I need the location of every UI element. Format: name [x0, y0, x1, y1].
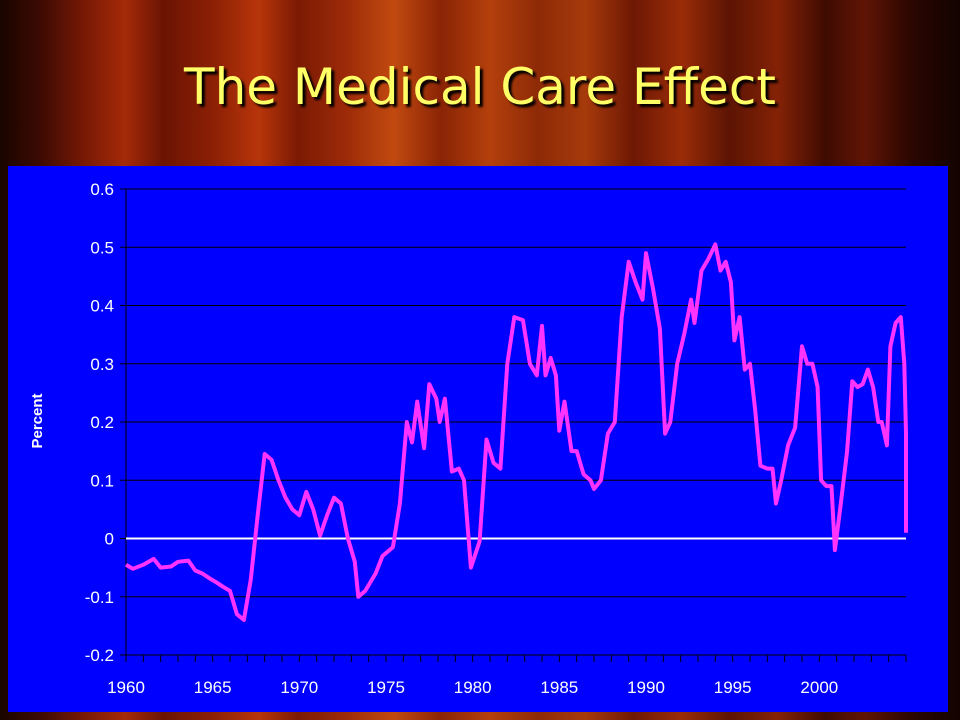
y-tick-label: 0.6 [90, 180, 114, 199]
y-tick-labels: 0.6 0.5 0.4 0.3 0.2 0.1 0 -0.1 -0.2 [85, 180, 114, 665]
y-axis-label: Percent [29, 393, 46, 448]
y-tick-label: 0.2 [90, 413, 114, 432]
x-tick-label: 2000 [800, 678, 838, 697]
y-tick-label: 0 [105, 530, 114, 549]
slide-title: The Medical Care Effect [184, 58, 776, 116]
x-tick-label: 1985 [540, 678, 578, 697]
y-tick-label: 0.5 [90, 238, 114, 257]
y-tick-label: -0.1 [85, 588, 114, 607]
axes [120, 188, 907, 662]
x-tick-label: 1995 [714, 678, 752, 697]
x-tick-labels: 1960 1965 1970 1975 1980 1985 1990 1995 2000 [107, 678, 838, 697]
x-tick-label: 1970 [280, 678, 318, 697]
y-tick-label: -0.2 [85, 646, 114, 665]
x-tick-label: 1975 [367, 678, 405, 697]
x-tick-label: 1990 [627, 678, 665, 697]
y-tick-label: 0.4 [90, 297, 114, 316]
y-tick-label: 0.1 [90, 471, 114, 490]
series-line [124, 242, 908, 622]
x-tick-label: 1980 [454, 678, 492, 697]
gridlines [126, 188, 906, 656]
x-tick-label: 1965 [194, 678, 232, 697]
y-tick-label: 0.3 [90, 355, 114, 374]
x-tick-label: 1960 [107, 678, 145, 697]
